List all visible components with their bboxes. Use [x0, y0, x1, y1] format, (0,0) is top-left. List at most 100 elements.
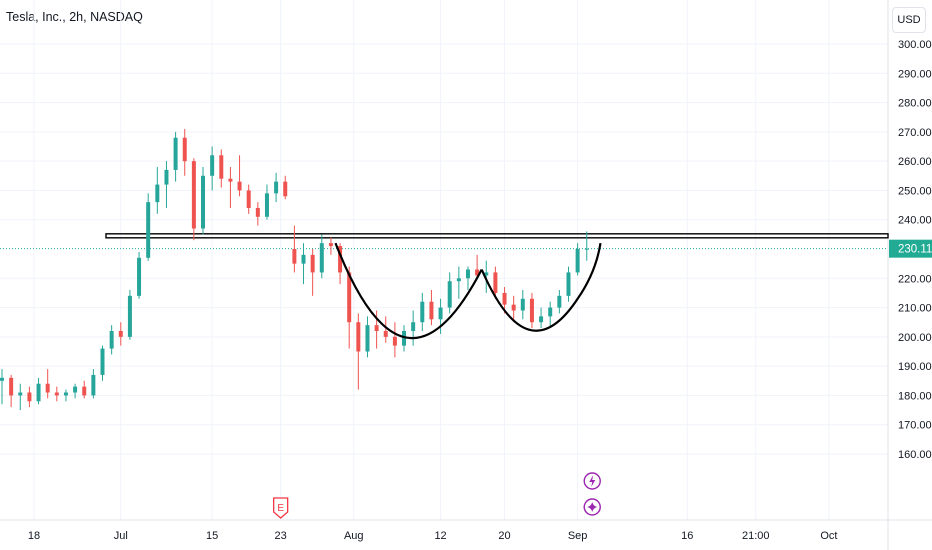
candle — [529, 292, 534, 329]
candle — [383, 316, 388, 343]
candle — [54, 386, 59, 402]
candle-body — [100, 348, 105, 375]
candle — [456, 266, 461, 299]
sparkle-glyph — [587, 502, 598, 512]
y-tick-label: 240.00 — [898, 215, 932, 227]
x-tick-label: 23 — [275, 530, 287, 542]
candle — [146, 193, 151, 261]
candle-body — [465, 269, 470, 279]
grid-lines — [0, 0, 888, 520]
candle — [173, 131, 178, 182]
candle-body — [301, 254, 306, 264]
candles — [0, 128, 589, 411]
candle — [109, 325, 114, 355]
candle-body — [447, 281, 452, 308]
x-tick-label: Sep — [568, 530, 588, 542]
candle — [164, 161, 169, 208]
candle-body — [274, 181, 279, 194]
candle-body — [438, 307, 443, 320]
candle-body — [264, 193, 269, 217]
candle-body — [18, 392, 23, 396]
candle-body — [374, 325, 379, 331]
candle-body — [365, 325, 370, 352]
candle — [292, 225, 297, 273]
candle-body — [575, 249, 580, 273]
candle-body — [219, 155, 224, 179]
candle — [91, 369, 96, 399]
candle — [45, 369, 50, 399]
candle-body — [9, 377, 14, 396]
candle-body — [164, 169, 169, 185]
candle-body — [520, 298, 525, 311]
candle-body — [27, 392, 32, 402]
y-tick-label: 190.00 — [898, 361, 932, 373]
candle — [228, 167, 233, 208]
symbol-title[interactable]: Tesla, Inc., 2h, NASDAQ — [6, 10, 143, 24]
candle-body — [155, 184, 160, 203]
candle — [274, 172, 279, 203]
candle — [0, 369, 4, 405]
y-tick-label: 210.00 — [898, 303, 932, 315]
candle — [118, 322, 123, 346]
candle-body — [328, 243, 333, 247]
candle-body — [511, 304, 516, 311]
candle — [264, 184, 269, 220]
candle — [246, 184, 251, 214]
last-price-badge — [889, 239, 932, 258]
candle-body — [191, 161, 196, 229]
candle-body — [73, 386, 78, 393]
candle-body — [201, 175, 206, 229]
candle-body — [45, 383, 50, 393]
candle — [392, 322, 397, 358]
candle-body — [292, 249, 297, 264]
candle-body — [429, 301, 434, 320]
candle — [575, 243, 580, 276]
candle — [36, 377, 41, 405]
candle-body — [529, 298, 534, 323]
currency-button[interactable]: USD — [892, 7, 926, 33]
candle — [548, 301, 553, 329]
candle — [557, 290, 562, 314]
candle — [182, 128, 187, 176]
candle — [210, 146, 215, 191]
candle — [219, 149, 224, 188]
x-tick-label: 12 — [434, 530, 446, 542]
candle-body — [420, 301, 425, 323]
candle-body — [137, 257, 142, 296]
x-tick-label: 21:00 — [742, 530, 770, 542]
candle — [310, 249, 315, 296]
candle — [63, 389, 68, 402]
earnings-label: E — [277, 503, 284, 514]
candle — [201, 167, 206, 235]
candle-body — [383, 331, 388, 337]
candle-body — [310, 254, 315, 273]
candle — [356, 313, 361, 390]
y-tick-label: 270.00 — [898, 127, 932, 139]
candle-body — [0, 377, 4, 381]
candle-body — [182, 137, 187, 162]
candle — [520, 290, 525, 320]
candle-body — [54, 392, 59, 396]
x-tick-label: Jul — [114, 530, 128, 542]
candle-body — [484, 272, 489, 276]
y-tick-label: 180.00 — [898, 390, 932, 402]
lightning-glyph — [589, 475, 596, 487]
candle-body — [146, 202, 151, 258]
candle — [155, 167, 160, 214]
candle — [566, 266, 571, 302]
candle — [338, 243, 343, 285]
candle — [73, 383, 78, 399]
candle — [319, 234, 324, 279]
x-tick-label: 20 — [498, 530, 510, 542]
y-tick-label: 260.00 — [898, 156, 932, 168]
candle-body — [557, 295, 562, 308]
x-tick-label: 18 — [28, 530, 40, 542]
candle — [465, 266, 470, 290]
candle-body — [246, 190, 251, 208]
candle — [100, 345, 105, 381]
candle-body — [347, 272, 352, 323]
candle-body — [283, 181, 288, 197]
earnings-icon — [273, 497, 289, 519]
candle-body — [210, 155, 215, 176]
